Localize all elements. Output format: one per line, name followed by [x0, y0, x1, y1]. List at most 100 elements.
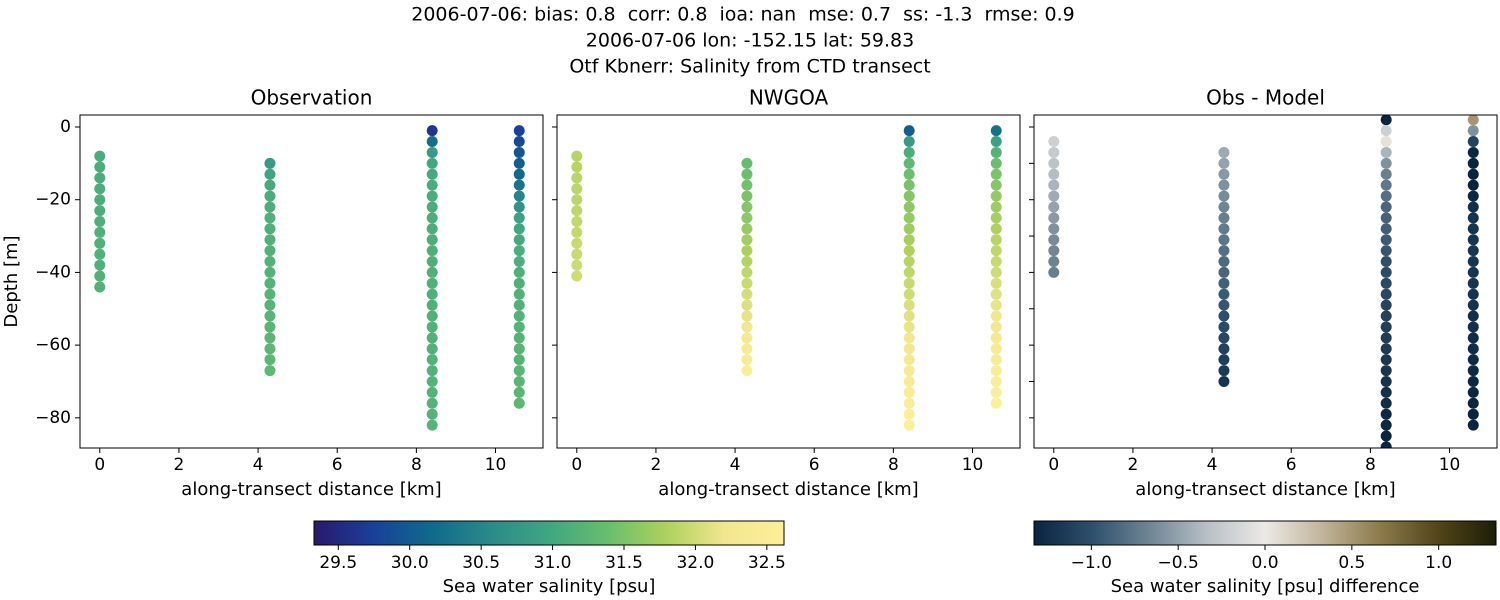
- point: [741, 212, 753, 224]
- point: [571, 205, 583, 217]
- point: [1380, 136, 1392, 148]
- y-axis-label: Depth [m]: [1, 235, 22, 327]
- point: [990, 146, 1002, 158]
- point: [264, 365, 276, 377]
- point: [1467, 157, 1479, 169]
- point: [1380, 441, 1392, 448]
- point: [513, 277, 525, 289]
- colorbar-tick-label: 30.5: [462, 553, 500, 573]
- point: [1048, 179, 1060, 191]
- x-tick-label: 8: [888, 455, 899, 475]
- point: [1218, 365, 1230, 377]
- point: [1218, 190, 1230, 202]
- point: [426, 256, 438, 268]
- point: [571, 161, 583, 173]
- x-tick-label: 10: [485, 455, 507, 475]
- title-line: 2006-07-06 lon: -152.15 lat: 59.83: [586, 30, 914, 52]
- point: [94, 194, 106, 206]
- point: [571, 194, 583, 206]
- point: [741, 288, 753, 300]
- point: [741, 277, 753, 289]
- point: [1380, 332, 1392, 344]
- point: [94, 216, 106, 228]
- y-tick-label: −40: [35, 262, 71, 282]
- point: [903, 146, 915, 158]
- point: [264, 288, 276, 300]
- point: [513, 212, 525, 224]
- point: [1380, 310, 1392, 322]
- point: [741, 332, 753, 344]
- point: [426, 190, 438, 202]
- point: [1467, 343, 1479, 355]
- point: [903, 299, 915, 311]
- point: [1380, 234, 1392, 246]
- x-tick-label: 6: [809, 455, 820, 475]
- point: [1467, 266, 1479, 278]
- point: [1467, 146, 1479, 158]
- point: [1218, 179, 1230, 191]
- point: [264, 157, 276, 169]
- point: [1467, 408, 1479, 420]
- point: [741, 245, 753, 257]
- point: [426, 408, 438, 420]
- point: [1218, 234, 1230, 246]
- point: [990, 190, 1002, 202]
- point: [426, 168, 438, 180]
- x-tick-label: 4: [1207, 455, 1218, 475]
- colorbar-tick-label: 32.5: [748, 553, 786, 573]
- point: [513, 201, 525, 213]
- point: [1467, 115, 1479, 126]
- point: [1218, 157, 1230, 169]
- axes-frame: [556, 114, 1021, 449]
- point: [1218, 266, 1230, 278]
- point: [264, 201, 276, 213]
- point: [1380, 375, 1392, 387]
- point: [426, 365, 438, 377]
- point: [1467, 375, 1479, 387]
- colorbar-tick-label: 32.0: [676, 553, 714, 573]
- point: [1048, 146, 1060, 158]
- point: [264, 190, 276, 202]
- point: [94, 183, 106, 195]
- point: [1218, 201, 1230, 213]
- x-axis-label: along-transect distance [km]: [658, 479, 918, 500]
- point: [94, 259, 106, 271]
- point: [426, 146, 438, 158]
- point: [741, 299, 753, 311]
- x-axis-label: along-transect distance [km]: [181, 479, 441, 500]
- point: [1218, 299, 1230, 311]
- point: [903, 157, 915, 169]
- point: [990, 375, 1002, 387]
- point: [903, 332, 915, 344]
- point: [1467, 245, 1479, 257]
- point: [426, 136, 438, 148]
- point: [741, 266, 753, 278]
- point: [1218, 321, 1230, 333]
- point: [426, 397, 438, 409]
- point: [990, 179, 1002, 191]
- point: [1380, 157, 1392, 169]
- point: [903, 365, 915, 377]
- point: [94, 205, 106, 217]
- colorbar-tick-label: 0.5: [1338, 553, 1365, 573]
- point: [1380, 115, 1392, 126]
- x-tick-label: 10: [962, 455, 984, 475]
- point: [1467, 179, 1479, 191]
- point: [426, 179, 438, 191]
- point: [990, 157, 1002, 169]
- point: [741, 190, 753, 202]
- point: [1380, 190, 1392, 202]
- point: [571, 172, 583, 184]
- point: [990, 397, 1002, 409]
- point: [571, 259, 583, 271]
- point: [990, 168, 1002, 180]
- point: [264, 234, 276, 246]
- colorbar: [1033, 520, 1497, 546]
- point: [1467, 332, 1479, 344]
- point: [1218, 375, 1230, 387]
- x-tick-label: 2: [1128, 455, 1139, 475]
- point: [1380, 365, 1392, 377]
- point: [264, 277, 276, 289]
- colorbar-tick-label: 29.5: [319, 553, 357, 573]
- point: [513, 310, 525, 322]
